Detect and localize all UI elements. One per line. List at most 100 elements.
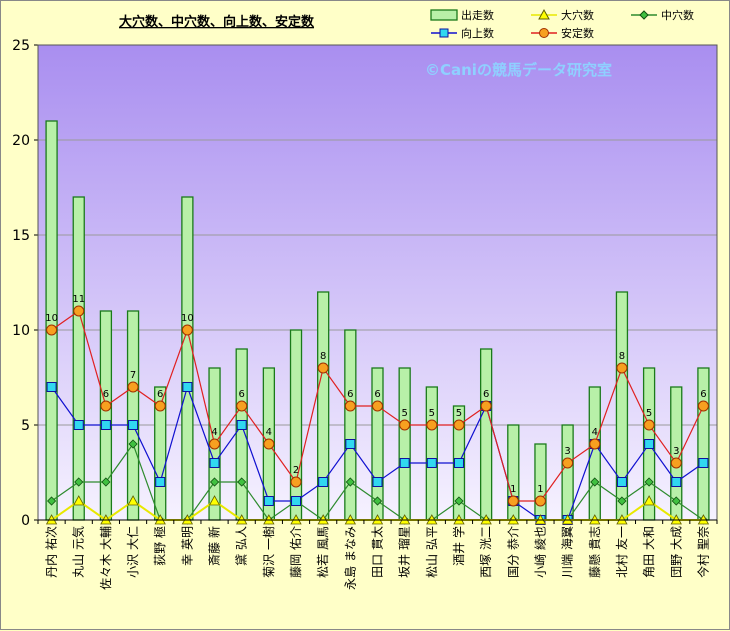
legend-label: 出走数 [461, 8, 494, 22]
marker-chuana [345, 477, 355, 487]
marker-chuana [644, 477, 654, 487]
legend-swatch [430, 9, 458, 21]
data-label: 4 [592, 427, 598, 438]
marker-kojo [209, 458, 220, 468]
data-label: 4 [211, 427, 217, 438]
marker-chuana [209, 477, 220, 487]
marker-antei [46, 324, 58, 336]
marker-kojo [671, 477, 682, 487]
marker-chuana [590, 477, 600, 487]
marker-kojo [644, 439, 655, 449]
data-label: 6 [374, 389, 380, 400]
marker-antei [372, 400, 383, 412]
data-label: 7 [130, 370, 136, 381]
x-tick-label: 北村 友一 [615, 526, 629, 578]
marker-chuana [454, 496, 464, 506]
marker-oana [643, 495, 655, 506]
x-tick-label: 藤岡 佑介 [289, 526, 303, 578]
marker-antei [453, 419, 465, 431]
y-tick-label: 0 [21, 513, 30, 529]
marker-antei [290, 476, 302, 488]
marker-kojo [616, 477, 627, 487]
data-label: 5 [646, 408, 652, 419]
x-axis: 丹内 祐次 丸山 元気 佐々木 大輔 小沢 大仁 荻野 極幸 英明 斎藤 新黛 弘人 菊沢 … [37, 519, 718, 590]
marker-antei [426, 419, 438, 431]
legend-marker [539, 28, 549, 38]
data-label: 8 [619, 351, 625, 362]
data-label: 1 [537, 484, 543, 495]
legend-label: 中穴数 [661, 8, 694, 22]
data-label: 5 [429, 408, 435, 419]
x-tick-label: 黛 弘人 [235, 526, 249, 566]
data-label: 6 [239, 389, 245, 400]
x-tick-label: 松山 弘平 [425, 526, 439, 578]
data-label: 2 [293, 465, 299, 476]
data-label: 6 [103, 389, 109, 400]
marker-chuana [237, 477, 247, 487]
x-tick-label: 菊沢 一樹 [262, 526, 276, 578]
marker-kojo [291, 496, 302, 506]
bar-starts [99, 310, 113, 521]
data-label: 8 [320, 351, 326, 362]
x-tick-label: 団野 大成 [669, 526, 683, 578]
data-label: 3 [673, 446, 679, 457]
bar-starts [72, 196, 85, 521]
marker-kojo [698, 458, 709, 468]
marker-chuana [671, 496, 681, 506]
y-tick-label: 10 [12, 323, 30, 339]
legend-label: 大穴数 [561, 8, 594, 22]
marker-antei [616, 362, 628, 374]
data-label: 6 [700, 389, 706, 400]
x-tick-label: 松若 風馬 [316, 526, 330, 578]
marker-kojo [236, 420, 247, 430]
marker-oana [73, 495, 85, 506]
marker-kojo [73, 420, 84, 430]
bar-starts [181, 196, 194, 521]
data-label: 3 [564, 446, 570, 457]
marker-kojo [263, 496, 274, 506]
marker-antei [154, 400, 166, 412]
bar-starts [425, 386, 438, 521]
marker-antei [317, 362, 329, 374]
marker-antei [181, 324, 193, 336]
marker-kojo [345, 439, 356, 449]
legend-marker [439, 28, 449, 38]
x-tick-label: 小崎 綾也 [532, 526, 547, 578]
x-tick-label: 丸山 元気 [71, 526, 86, 578]
marker-antei [480, 400, 492, 412]
bar-series [45, 120, 710, 521]
y-tick-label: 25 [12, 38, 30, 54]
x-tick-label: 坂井 瑠星 [398, 526, 412, 578]
marker-antei [697, 400, 709, 412]
x-tick-label: 藤懸 貴志 [588, 526, 602, 578]
marker-antei [344, 400, 356, 412]
data-label: 11 [72, 294, 85, 305]
marker-chuana [47, 496, 57, 506]
x-tick-label: 西塚 洸二 [479, 526, 493, 578]
marker-kojo [128, 420, 139, 430]
marker-chuana [372, 496, 383, 506]
marker-kojo [399, 458, 410, 468]
legend-marker [538, 8, 550, 20]
marker-chuana [74, 477, 84, 487]
chart-title: 大穴数、中穴数、向上数、安定数 [119, 14, 315, 30]
marker-kojo [155, 477, 166, 487]
marker-kojo [318, 477, 329, 487]
marker-antei [263, 438, 275, 450]
data-label: 6 [483, 389, 489, 400]
data-label: 5 [401, 408, 407, 419]
marker-kojo [372, 477, 383, 487]
data-label: 6 [157, 389, 163, 400]
marker-antei [399, 419, 411, 431]
x-tick-label: 角田 大和 [642, 526, 656, 578]
marker-antei [562, 457, 574, 469]
marker-antei [236, 400, 248, 412]
marker-kojo [182, 382, 193, 392]
bar-starts [344, 329, 357, 521]
y-tick-label: 20 [12, 133, 30, 149]
marker-kojo [426, 458, 437, 468]
marker-antei [643, 419, 655, 431]
